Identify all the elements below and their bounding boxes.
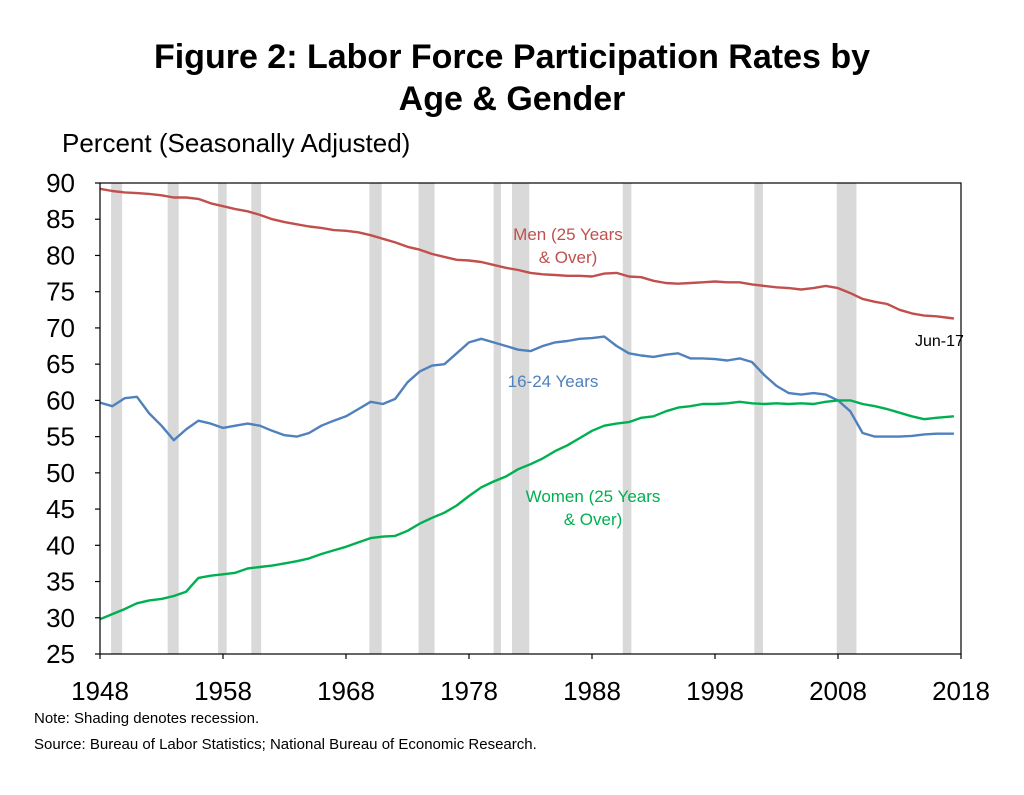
recession-band-6	[493, 183, 501, 654]
recession-band-9	[754, 183, 763, 654]
y-tick-label-9: 45	[46, 494, 75, 524]
series-line-1	[99, 335, 954, 442]
x-tick-label-5: 1998	[686, 676, 744, 706]
y-tick-label-12: 30	[46, 603, 75, 633]
y-tick-label-3: 75	[46, 277, 75, 307]
x-tick-label-0: 1948	[71, 676, 129, 706]
series-lines	[99, 187, 955, 621]
y-tick-label-1: 85	[46, 204, 75, 234]
recession-shading	[111, 183, 857, 654]
x-tick-label-7: 2018	[932, 676, 990, 706]
recession-band-5	[418, 183, 435, 654]
series-label-1-0: 16-24 Years	[508, 372, 599, 391]
series-label-0-1: & Over)	[539, 248, 598, 267]
x-tick-label-1: 1958	[194, 676, 252, 706]
recession-band-2	[218, 183, 227, 654]
y-tick-label-10: 40	[46, 530, 75, 560]
series-line-0	[99, 187, 955, 320]
series-label-2-0: Women (25 Years	[526, 487, 661, 506]
y-tick-label-0: 90	[46, 168, 75, 198]
recession-band-1	[167, 183, 179, 654]
x-tick-label-3: 1978	[440, 676, 498, 706]
recession-band-0	[111, 183, 123, 654]
chart-note: Note: Shading denotes recession.	[34, 710, 260, 727]
x-tick-label-2: 1968	[317, 676, 375, 706]
recession-band-4	[369, 183, 382, 654]
y-axis-title: Percent (Seasonally Adjusted)	[62, 128, 411, 158]
x-tick-label-6: 2008	[809, 676, 867, 706]
chart-source: Source: Bureau of Labor Statistics; Nati…	[34, 736, 537, 753]
recession-band-3	[251, 183, 262, 654]
chart-title-line-2: Age & Gender	[398, 80, 626, 118]
y-tick-label-2: 80	[46, 240, 75, 270]
annotations: Jun-17	[915, 333, 964, 350]
y-tick-label-13: 25	[46, 639, 75, 669]
axis-ticks	[95, 182, 962, 659]
series-label-2-1: & Over)	[564, 510, 623, 529]
recession-band-10	[836, 183, 857, 654]
chart-title-line-1: Figure 2: Labor Force Participation Rate…	[153, 38, 871, 76]
y-tick-label-4: 70	[46, 313, 75, 343]
series-label-0-0: Men (25 Years	[513, 225, 623, 244]
series-labels: Men (25 Years & Over) 16-24 Years Women (25…	[508, 225, 661, 529]
chart-title: Figure 2: Labor Force Participation Rate…	[0, 36, 1024, 120]
x-axis-tick-labels: 1948 1958 1968 1978 1988 1998 2008 2018	[71, 676, 990, 706]
x-tick-label-4: 1988	[563, 676, 621, 706]
y-tick-label-6: 60	[46, 385, 75, 415]
y-tick-label-7: 55	[46, 422, 75, 452]
recession-band-8	[622, 183, 632, 654]
y-tick-label-5: 65	[46, 349, 75, 379]
annotation-label-0: Jun-17	[915, 333, 964, 350]
recession-band-7	[512, 183, 530, 654]
y-axis-tick-labels: 90 85 80 75 70 65 60 55 50 45 40 35 30 25	[46, 168, 75, 669]
plot-area-frame	[99, 182, 962, 655]
y-tick-label-8: 50	[46, 458, 75, 488]
y-tick-label-11: 35	[46, 567, 75, 597]
series-line-2	[99, 399, 955, 621]
